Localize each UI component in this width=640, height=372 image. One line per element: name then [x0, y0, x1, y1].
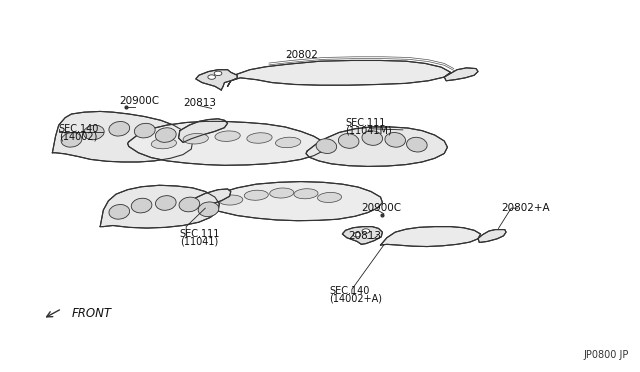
Text: SEC.111: SEC.111	[346, 118, 386, 128]
Text: (14002): (14002)	[59, 131, 97, 141]
Ellipse shape	[247, 133, 272, 143]
Text: 20802+A: 20802+A	[502, 203, 550, 213]
Ellipse shape	[362, 131, 383, 145]
Ellipse shape	[61, 132, 82, 147]
Ellipse shape	[244, 190, 268, 200]
Ellipse shape	[131, 198, 152, 213]
Ellipse shape	[109, 122, 130, 136]
Ellipse shape	[269, 188, 294, 198]
Polygon shape	[342, 227, 383, 244]
Ellipse shape	[219, 195, 243, 205]
Ellipse shape	[275, 137, 301, 148]
Ellipse shape	[215, 131, 240, 141]
Text: 20813: 20813	[349, 231, 381, 241]
Ellipse shape	[151, 138, 177, 149]
Polygon shape	[381, 227, 481, 247]
Polygon shape	[228, 61, 451, 86]
Polygon shape	[444, 68, 478, 81]
Text: SEC.111: SEC.111	[180, 229, 220, 239]
Polygon shape	[127, 121, 326, 165]
Text: 20813: 20813	[183, 98, 216, 108]
Polygon shape	[189, 189, 231, 208]
Polygon shape	[478, 230, 506, 243]
Polygon shape	[199, 182, 383, 221]
Ellipse shape	[339, 134, 359, 148]
Polygon shape	[179, 119, 228, 142]
Circle shape	[208, 75, 216, 79]
Ellipse shape	[83, 125, 104, 140]
Text: SEC.140: SEC.140	[59, 124, 99, 134]
Text: FRONT: FRONT	[72, 307, 111, 320]
Ellipse shape	[317, 192, 342, 202]
Polygon shape	[306, 127, 447, 166]
Text: 20802: 20802	[285, 50, 318, 60]
Text: (11041M): (11041M)	[346, 126, 392, 136]
Ellipse shape	[179, 197, 200, 212]
Text: (14002+A): (14002+A)	[330, 294, 383, 304]
Ellipse shape	[316, 139, 337, 154]
Text: SEC.140: SEC.140	[330, 286, 370, 296]
Ellipse shape	[134, 124, 155, 138]
Text: 20900C: 20900C	[119, 96, 159, 106]
Ellipse shape	[156, 196, 176, 210]
Text: (11041): (11041)	[180, 236, 218, 246]
Circle shape	[362, 229, 370, 233]
Polygon shape	[100, 185, 220, 228]
Ellipse shape	[385, 132, 406, 147]
Ellipse shape	[156, 128, 176, 142]
Text: 20900C: 20900C	[362, 203, 401, 213]
Circle shape	[214, 71, 222, 76]
Text: JP0800 JP: JP0800 JP	[584, 350, 629, 359]
Polygon shape	[196, 70, 237, 90]
Ellipse shape	[109, 205, 129, 219]
Ellipse shape	[294, 189, 318, 199]
Polygon shape	[52, 112, 193, 162]
Ellipse shape	[198, 202, 219, 217]
Ellipse shape	[183, 134, 209, 144]
Ellipse shape	[406, 137, 427, 152]
Circle shape	[353, 232, 361, 237]
